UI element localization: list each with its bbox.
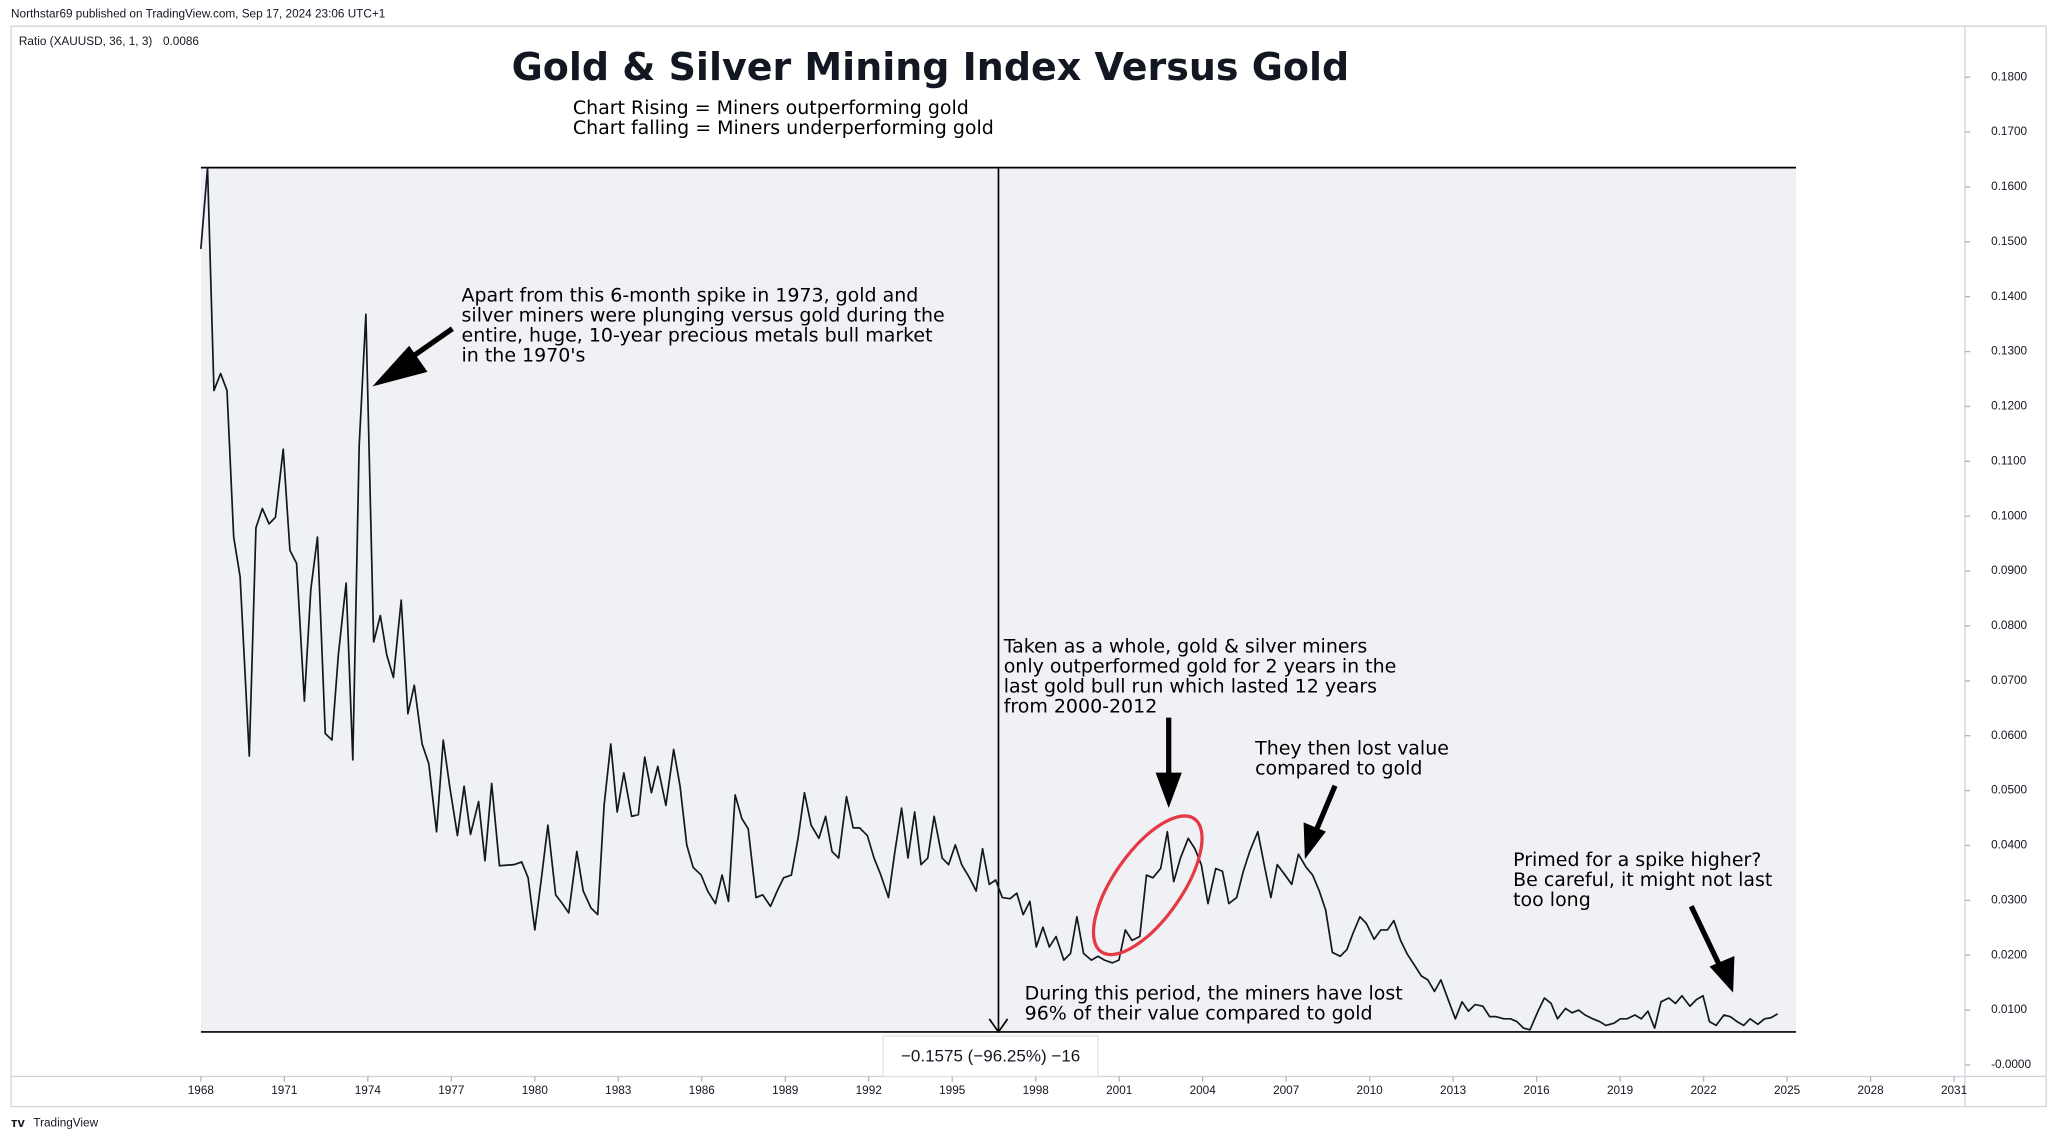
annotation: During this period, the miners have lost (1025, 982, 1403, 1004)
x-tick-label: 2016 (1524, 1084, 1551, 1097)
arrow-head (1709, 955, 1735, 993)
x-tick-label: 1998 (1023, 1084, 1050, 1097)
y-tick-label: 0.1300 (1991, 345, 2027, 358)
y-tick-label: 0.0700 (1991, 674, 2027, 687)
x-tick-label: 1968 (188, 1084, 215, 1097)
x-tick-label: 1977 (438, 1084, 464, 1097)
arrow-head (1155, 772, 1182, 808)
y-tick-label: 0.0200 (1991, 948, 2027, 961)
x-tick-label: 2028 (1857, 1084, 1884, 1097)
publisher: Northstar69 published on TradingView.com… (11, 8, 385, 21)
y-tick-label: 0.0100 (1991, 1003, 2027, 1016)
highlight-ellipse (1091, 814, 1204, 957)
y-tick-label: 0.1600 (1991, 180, 2027, 193)
y-tick-label: 0.1400 (1991, 290, 2027, 303)
annotation: Apart from this 6-month spike in 1973, g… (462, 284, 919, 306)
plot (200, 166, 1779, 1031)
x-tick-label: 1995 (939, 1084, 966, 1097)
y-tick-label: 0.1800 (1991, 70, 2027, 83)
x-tick-label: 2022 (1691, 1084, 1717, 1097)
y-tick-label: 0.1700 (1991, 125, 2027, 138)
subtitle: Chart falling = Miners underperforming g… (573, 117, 994, 139)
x-tick-label: 1989 (772, 1084, 798, 1097)
x-tick-label: 1980 (522, 1084, 549, 1097)
x-tick-label: 2001 (1106, 1084, 1132, 1097)
x-tick-label: 1974 (355, 1084, 382, 1097)
x-tick-label: 2013 (1440, 1084, 1467, 1097)
arrow (1311, 784, 1338, 837)
y-tick-label: 0.1100 (1991, 454, 2027, 467)
annotation: 96% of their value compared to gold (1025, 1002, 1373, 1024)
annotation: Taken as a whole, gold & silver miners (1003, 635, 1368, 657)
annotation: only outperformed gold for 2 years in th… (1004, 655, 1397, 677)
y-tick-label: 0.0500 (1991, 784, 2027, 797)
logo: ᴛᴠ (11, 1115, 25, 1130)
x-tick-label: 2010 (1357, 1084, 1384, 1097)
chart-title: Gold & Silver Mining Index Versus Gold (512, 45, 1350, 89)
y-tick-label: 0.1200 (1991, 400, 2027, 413)
arrow-head (372, 345, 428, 387)
y-tick-label: 0.0300 (1991, 893, 2027, 906)
annotation: entire, huge, 10-year precious metals bu… (462, 325, 933, 347)
measure-box (882, 1035, 1099, 1078)
y-tick-label: -0.0000 (1991, 1058, 2031, 1071)
annotation: Primed for a spike higher? (1513, 849, 1761, 871)
annotation: Be careful, it might not last (1513, 869, 1772, 891)
annotation: from 2000-2012 (1004, 696, 1158, 718)
last-value: 0.0086 (163, 35, 199, 48)
brand: TradingView (33, 1117, 98, 1130)
data-line (200, 166, 1779, 1031)
x-tick-label: 2004 (1190, 1084, 1217, 1097)
x-tick-label: 1971 (271, 1084, 297, 1097)
y-tick-label: 0.0600 (1991, 729, 2027, 742)
annotation: compared to gold (1255, 758, 1422, 780)
y-tick-label: 0.0900 (1991, 564, 2027, 577)
x-tick-label: 1983 (605, 1084, 632, 1097)
annotation: in the 1970's (462, 345, 586, 367)
annotation: too long (1513, 889, 1591, 911)
annotation: silver miners were plunging versus gold … (462, 304, 945, 326)
x-tick-label: 1986 (689, 1084, 716, 1097)
x-tick-label: 2031 (1941, 1084, 1967, 1097)
indicator: Ratio (XAUUSD, 36, 1, 3) (19, 35, 152, 48)
frame (10, 25, 2047, 1108)
x-tick-label: 1992 (856, 1084, 882, 1097)
arrow (1688, 905, 1723, 968)
measure-label: −0.1575 (−96.25%) −16 (901, 1046, 1080, 1065)
x-tick-label: 2019 (1607, 1084, 1633, 1097)
measure-arrow (988, 1018, 1009, 1034)
subtitle: Chart Rising = Miners outperforming gold (573, 97, 969, 119)
x-tick-label: 2007 (1273, 1084, 1299, 1097)
y-tick-label: 0.1500 (1991, 235, 2027, 248)
x-tick-label: 2025 (1774, 1084, 1801, 1097)
y-tick-label: 0.1000 (1991, 509, 2027, 522)
y-tick-label: 0.0400 (1991, 839, 2027, 852)
arrow-head (1303, 822, 1326, 860)
annotation: They then lost value (1254, 738, 1449, 760)
annotation: last gold bull run which lasted 12 years (1004, 675, 1377, 697)
y-tick-label: 0.0800 (1991, 619, 2027, 632)
